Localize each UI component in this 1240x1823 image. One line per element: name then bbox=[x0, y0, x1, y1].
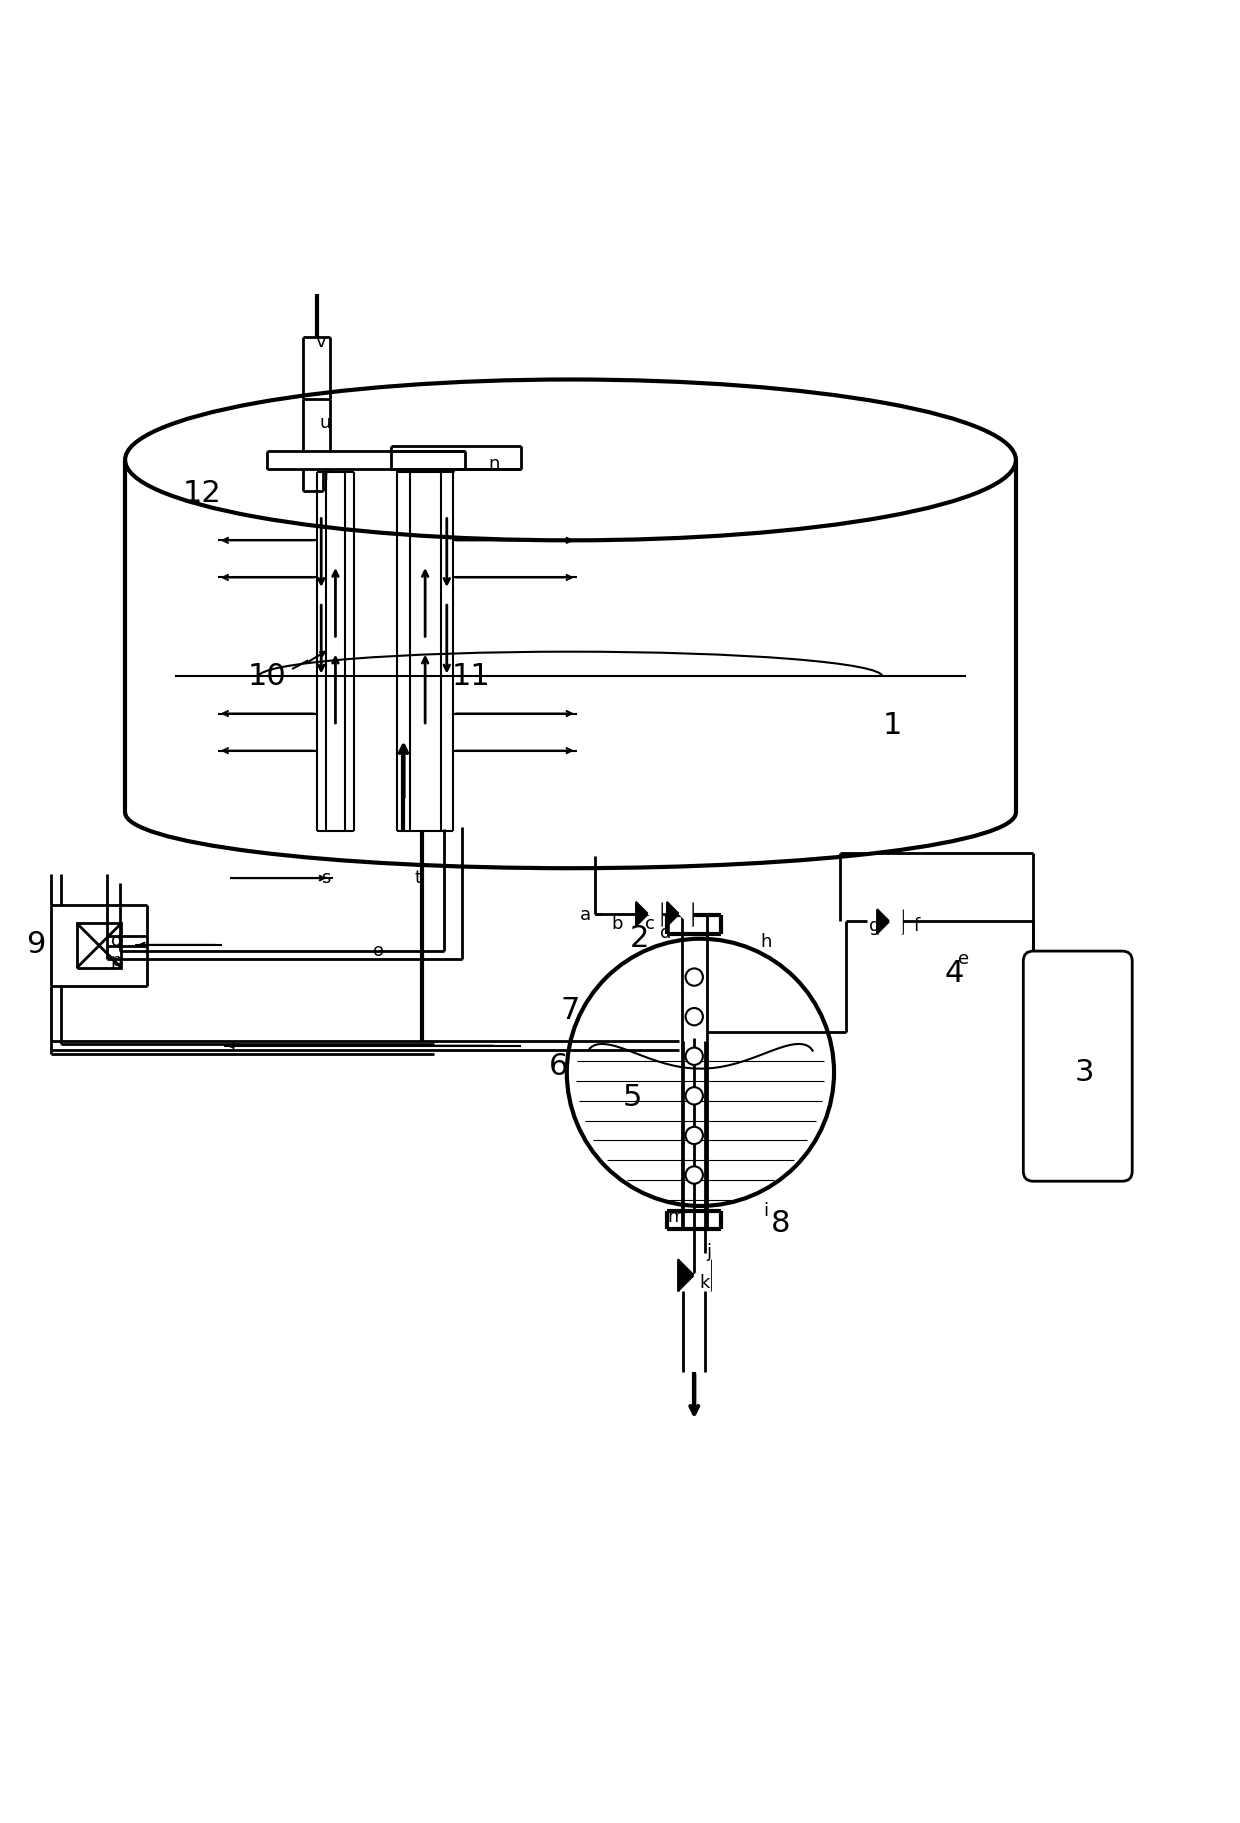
Text: f: f bbox=[914, 917, 920, 935]
Text: h: h bbox=[760, 933, 771, 952]
Text: d: d bbox=[660, 924, 672, 941]
FancyBboxPatch shape bbox=[1023, 952, 1132, 1181]
Circle shape bbox=[686, 1167, 703, 1183]
Text: q: q bbox=[110, 932, 122, 950]
Text: j: j bbox=[707, 1243, 712, 1262]
Text: 4: 4 bbox=[945, 959, 963, 988]
Polygon shape bbox=[636, 902, 649, 926]
Circle shape bbox=[686, 1008, 703, 1025]
Text: 11: 11 bbox=[453, 662, 491, 691]
Text: 8: 8 bbox=[771, 1209, 791, 1238]
Text: v: v bbox=[315, 334, 326, 352]
Text: b: b bbox=[611, 915, 624, 933]
Text: 10: 10 bbox=[248, 662, 286, 691]
Text: o: o bbox=[373, 942, 384, 961]
Text: c: c bbox=[645, 915, 655, 933]
Text: 6: 6 bbox=[548, 1052, 568, 1081]
Text: 12: 12 bbox=[182, 479, 221, 509]
Circle shape bbox=[686, 1127, 703, 1145]
Text: 5: 5 bbox=[622, 1083, 642, 1112]
Text: 9: 9 bbox=[26, 930, 46, 959]
Text: u: u bbox=[320, 414, 331, 432]
Polygon shape bbox=[667, 902, 680, 926]
Polygon shape bbox=[878, 910, 890, 933]
Text: s: s bbox=[321, 870, 330, 888]
Text: 2: 2 bbox=[630, 924, 650, 953]
Polygon shape bbox=[678, 1260, 694, 1291]
Text: g: g bbox=[869, 917, 880, 935]
Polygon shape bbox=[694, 1260, 711, 1291]
Text: m: m bbox=[667, 1209, 684, 1227]
Circle shape bbox=[686, 1048, 703, 1065]
Text: e: e bbox=[959, 950, 970, 968]
Text: i: i bbox=[764, 1201, 769, 1220]
Text: k: k bbox=[699, 1274, 709, 1293]
Circle shape bbox=[686, 1087, 703, 1105]
Text: 7: 7 bbox=[560, 995, 580, 1025]
Text: 1: 1 bbox=[883, 711, 901, 740]
Text: r: r bbox=[324, 465, 331, 483]
Circle shape bbox=[686, 968, 703, 986]
Polygon shape bbox=[649, 902, 661, 926]
Text: a: a bbox=[580, 906, 591, 924]
Polygon shape bbox=[680, 902, 692, 926]
Polygon shape bbox=[890, 910, 901, 933]
Text: 3: 3 bbox=[1074, 1057, 1094, 1087]
Text: p: p bbox=[110, 952, 123, 970]
Text: n: n bbox=[489, 454, 500, 472]
Text: t: t bbox=[415, 870, 422, 888]
